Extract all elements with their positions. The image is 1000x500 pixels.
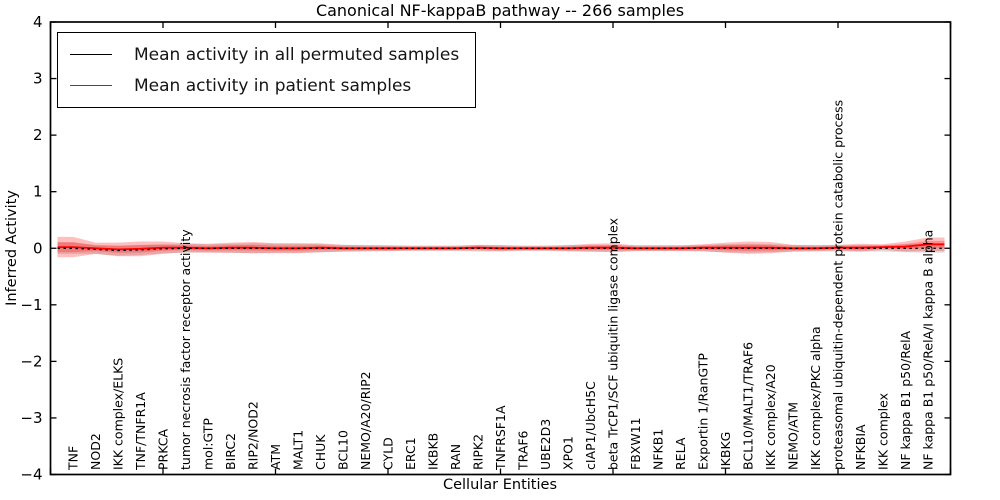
x-category-label: BCL10/MALT1/TRAF6 [741, 342, 756, 470]
legend-item-label: Mean activity in patient samples [134, 75, 412, 96]
x-category-label: IKK complex/ELKS [111, 358, 126, 470]
y-tick-label: −2 [20, 352, 42, 370]
x-category-label: BCL10 [336, 430, 351, 470]
y-tick-label: 2 [33, 126, 43, 144]
x-category-label: BIRC2 [223, 433, 238, 470]
x-category-label: beta TrCP1/SCF ubiquitin ligase complex [606, 218, 621, 470]
patient-samples-spread-inner-band [57, 240, 945, 253]
y-tick-label: −3 [20, 409, 42, 427]
x-category-label: TRAF6 [516, 430, 531, 471]
x-category-label: UBE2D3 [538, 419, 553, 470]
patient-samples-spread-band [57, 236, 945, 258]
legend-item-permuted: Mean activity in all permuted samples [70, 39, 459, 70]
y-axis-label: Inferred Activity [4, 190, 20, 306]
x-category-label: RIP2/NOD2 [246, 401, 261, 470]
x-category-label: IKK complex [876, 393, 891, 470]
x-category-label: Exportin 1/RanGTP [696, 353, 711, 470]
x-category-label: IKBKG [718, 432, 733, 470]
x-category-label: ERC1 [403, 437, 418, 470]
y-tick-label: 0 [33, 239, 43, 257]
x-category-label: proteasomal ubiquitin-dependent protein … [831, 100, 846, 470]
x-category-label: RAN [448, 444, 463, 470]
x-category-label: NEMO/A20/RIP2 [358, 371, 373, 470]
y-tick-label: −4 [20, 466, 42, 484]
legend: Mean activity in all permuted samples Me… [57, 32, 477, 108]
x-category-label: TNFRSF1A [493, 405, 508, 471]
x-category-label: RELA [673, 437, 688, 470]
permuted-line-swatch [70, 54, 112, 55]
x-axis-label: Cellular Entities [442, 477, 558, 493]
x-category-label: MALT1 [291, 430, 306, 470]
y-tick-label: 3 [33, 70, 43, 88]
x-category-label: RIPK2 [471, 434, 486, 470]
patient-line-swatch [70, 85, 112, 86]
x-category-label: IKK complex/PKC alpha [808, 326, 823, 470]
x-category-label: TNF [66, 446, 81, 471]
y-tick-label: 4 [33, 13, 43, 31]
legend-item-patient: Mean activity in patient samples [70, 70, 459, 101]
x-category-label: NF kappa B1 p50/RelA/I kappa B alpha [921, 230, 936, 470]
chart-title: Canonical NF-kappaB pathway -- 266 sampl… [315, 1, 685, 20]
x-category-label: CHUK [313, 434, 328, 470]
x-category-label: TNF/TNFR1A [133, 392, 148, 471]
x-category-label: ATM [268, 444, 283, 470]
x-category-label: IKK complex/A20 [763, 364, 778, 470]
x-category-label: NF kappa B1 p50/RelA [898, 330, 913, 470]
x-category-label: PRKCA [156, 429, 171, 470]
x-category-label: NEMO/ATM [786, 402, 801, 470]
y-tick-label: 1 [33, 183, 43, 201]
x-category-label: CYLD [381, 437, 396, 470]
x-category-label: mol:GTP [201, 418, 216, 470]
x-category-label: XPO1 [561, 436, 576, 470]
x-category-label: cIAP1/UbcH5C [583, 381, 598, 470]
x-category-label: NOD2 [88, 433, 103, 470]
x-category-label: NFKBIA [853, 424, 868, 470]
y-tick-label: −1 [20, 296, 42, 314]
x-category-label: IKBKB [426, 433, 441, 470]
x-category-label: FBXW11 [628, 417, 643, 470]
x-category-label: NFKB1 [651, 429, 666, 470]
legend-item-label: Mean activity in all permuted samples [134, 44, 460, 65]
x-category-label: tumor necrosis factor receptor activity [178, 229, 193, 470]
patient-mean-line [57, 243, 945, 251]
